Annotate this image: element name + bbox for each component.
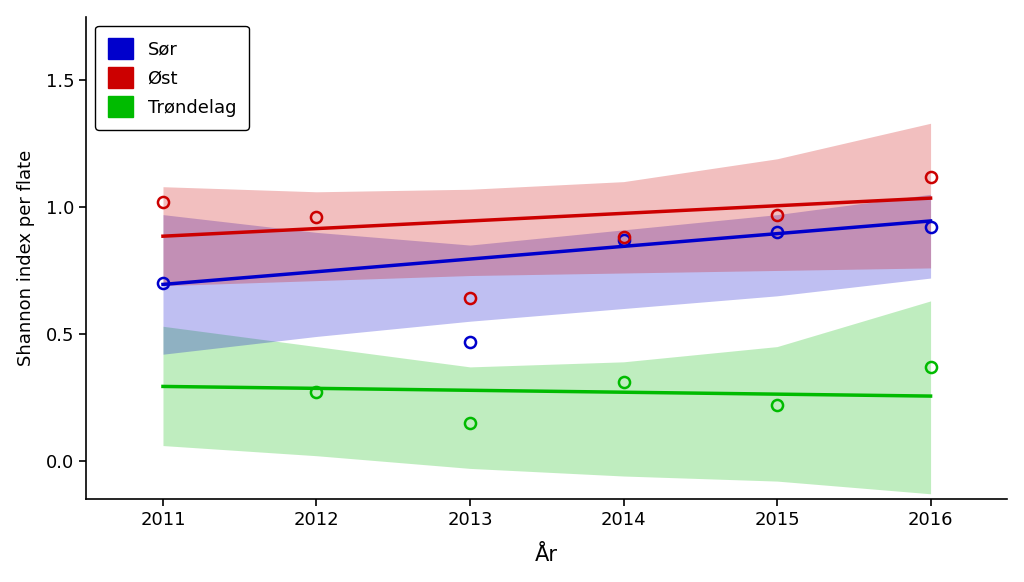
X-axis label: År: År	[536, 545, 558, 565]
Legend: Sør, Øst, Trøndelag: Sør, Øst, Trøndelag	[95, 26, 249, 130]
Y-axis label: Shannon index per flate: Shannon index per flate	[16, 150, 35, 366]
